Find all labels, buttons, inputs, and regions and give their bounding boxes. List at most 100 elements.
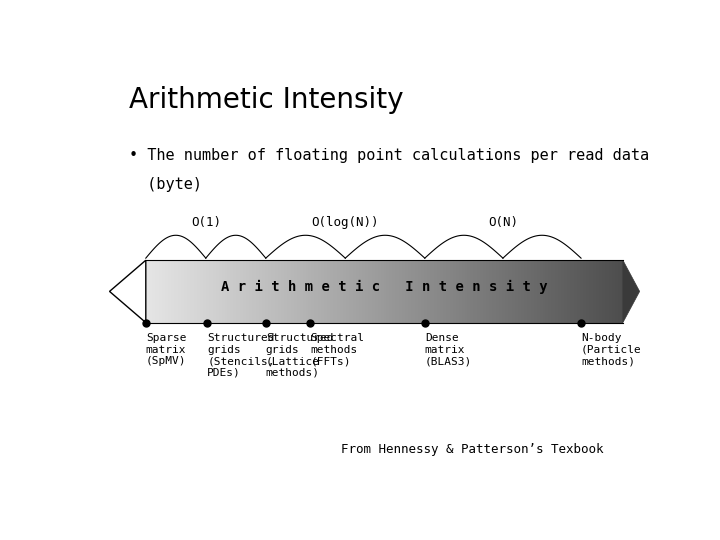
- Bar: [269, 260, 270, 322]
- Text: From Hennessy & Patterson’s Texbook: From Hennessy & Patterson’s Texbook: [341, 443, 603, 456]
- Bar: [299, 260, 300, 322]
- Bar: [498, 260, 499, 322]
- Bar: [507, 260, 508, 322]
- Bar: [575, 260, 577, 322]
- Bar: [160, 260, 162, 322]
- Bar: [278, 260, 279, 322]
- Bar: [435, 260, 437, 322]
- Bar: [228, 260, 230, 322]
- Bar: [348, 260, 349, 322]
- Bar: [431, 260, 432, 322]
- Text: Sparse
matrix
(SpMV): Sparse matrix (SpMV): [145, 333, 186, 366]
- Bar: [270, 260, 271, 322]
- Bar: [486, 260, 487, 322]
- Bar: [370, 260, 372, 322]
- Bar: [397, 260, 399, 322]
- Bar: [499, 260, 500, 322]
- Bar: [214, 260, 216, 322]
- Bar: [384, 260, 386, 322]
- Bar: [449, 260, 451, 322]
- Bar: [294, 260, 295, 322]
- Bar: [357, 260, 359, 322]
- Bar: [216, 260, 217, 322]
- Bar: [585, 260, 586, 322]
- Bar: [583, 260, 585, 322]
- Bar: [204, 260, 206, 322]
- Bar: [182, 260, 184, 322]
- Bar: [210, 260, 211, 322]
- Bar: [319, 260, 320, 322]
- Bar: [224, 260, 225, 322]
- Bar: [290, 260, 292, 322]
- Bar: [217, 260, 219, 322]
- Text: (byte): (byte): [129, 177, 202, 192]
- Bar: [548, 260, 550, 322]
- Bar: [554, 260, 556, 322]
- Bar: [483, 260, 485, 322]
- Bar: [620, 260, 621, 322]
- Bar: [353, 260, 354, 322]
- Bar: [461, 260, 462, 322]
- Bar: [433, 260, 435, 322]
- Bar: [604, 260, 606, 322]
- Bar: [381, 260, 383, 322]
- Bar: [154, 260, 156, 322]
- Bar: [502, 260, 503, 322]
- Bar: [197, 260, 198, 322]
- Bar: [230, 260, 232, 322]
- Bar: [462, 260, 464, 322]
- Bar: [246, 260, 248, 322]
- Bar: [474, 260, 475, 322]
- Bar: [203, 260, 204, 322]
- Bar: [445, 260, 446, 322]
- Bar: [616, 260, 618, 322]
- Bar: [241, 260, 243, 322]
- Bar: [613, 260, 615, 322]
- Bar: [195, 260, 197, 322]
- Bar: [211, 260, 212, 322]
- Bar: [550, 260, 552, 322]
- Bar: [540, 260, 541, 322]
- Bar: [544, 260, 545, 322]
- Bar: [590, 260, 591, 322]
- Bar: [593, 260, 594, 322]
- Text: Arithmetic Intensity: Arithmetic Intensity: [129, 85, 403, 113]
- Bar: [372, 260, 373, 322]
- Bar: [378, 260, 379, 322]
- Bar: [389, 260, 391, 322]
- Bar: [513, 260, 515, 322]
- Bar: [351, 260, 353, 322]
- Bar: [178, 260, 179, 322]
- Bar: [424, 260, 426, 322]
- Bar: [273, 260, 274, 322]
- Bar: [537, 260, 539, 322]
- Bar: [365, 260, 367, 322]
- Text: O(1): O(1): [191, 216, 221, 229]
- Bar: [566, 260, 567, 322]
- Bar: [475, 260, 477, 322]
- Bar: [200, 260, 202, 322]
- Bar: [539, 260, 540, 322]
- Bar: [375, 260, 377, 322]
- Bar: [413, 260, 415, 322]
- Bar: [252, 260, 254, 322]
- Bar: [364, 260, 365, 322]
- Bar: [561, 260, 562, 322]
- Bar: [168, 260, 170, 322]
- Text: N-body
(Particle
methods): N-body (Particle methods): [581, 333, 642, 366]
- Bar: [574, 260, 575, 322]
- Bar: [608, 260, 610, 322]
- Bar: [187, 260, 189, 322]
- Bar: [610, 260, 612, 322]
- Bar: [477, 260, 478, 322]
- Bar: [505, 260, 507, 322]
- Bar: [297, 260, 299, 322]
- Bar: [472, 260, 474, 322]
- Bar: [274, 260, 276, 322]
- Bar: [395, 260, 397, 322]
- Bar: [225, 260, 227, 322]
- Bar: [190, 260, 192, 322]
- Bar: [594, 260, 596, 322]
- Bar: [281, 260, 282, 322]
- Bar: [254, 260, 256, 322]
